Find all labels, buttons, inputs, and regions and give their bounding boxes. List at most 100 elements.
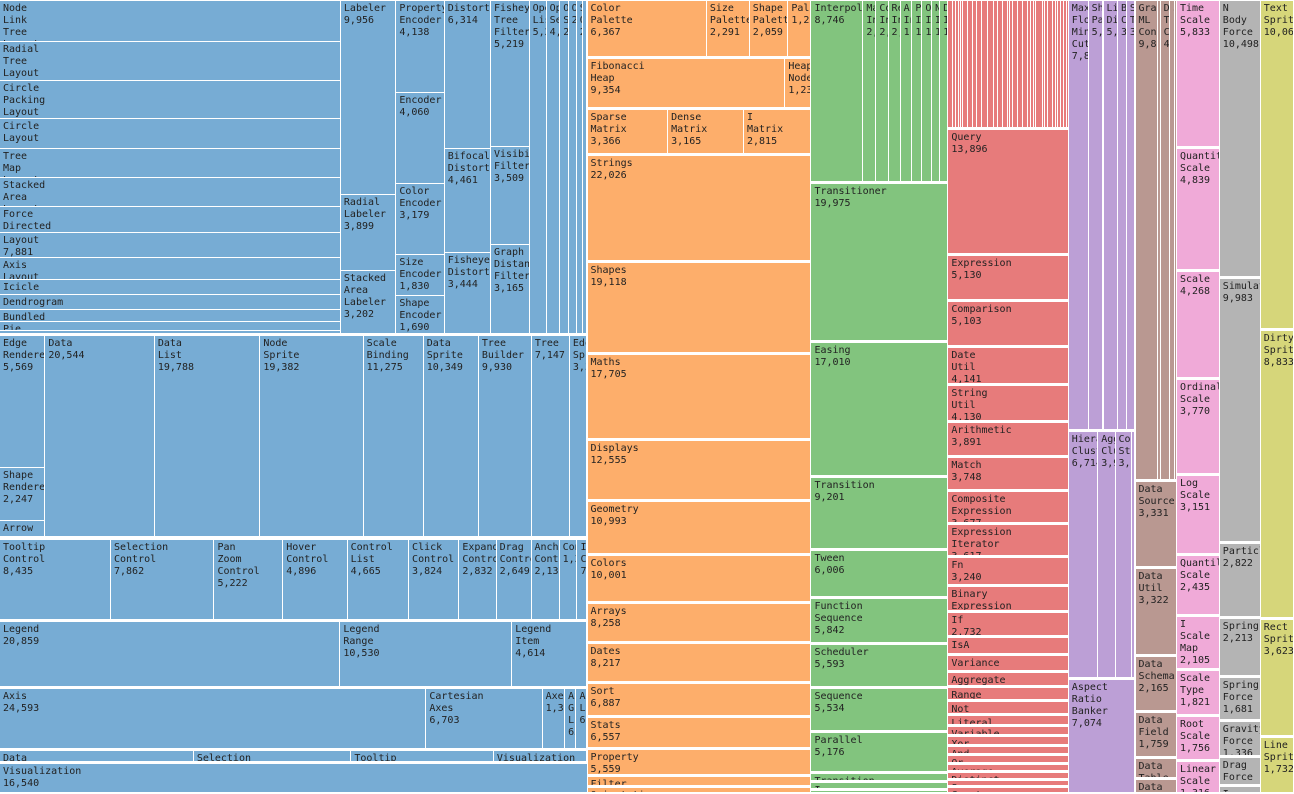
cell-value: 1,375	[940, 27, 947, 39]
treemap-cell: Filter2,324	[587, 776, 812, 786]
cell-value: 3,151	[1179, 501, 1211, 513]
cell-name: Gravity Force	[1222, 724, 1261, 748]
treemap-cell: Array Interpolator1,983	[900, 1, 913, 183]
cell-name: Size Encoder	[399, 256, 442, 280]
treemap-cell	[956, 1, 959, 129]
cell-value: 8,217	[590, 658, 621, 670]
cell-value: 3,202	[343, 309, 375, 321]
treemap-cell: Agglomerative Cluster3,938	[1098, 431, 1116, 678]
treemap-cell: Stats 6,557	[587, 717, 812, 748]
cell-name: Edge Sprite	[572, 337, 587, 361]
cell-name: Fibonacci Heap	[590, 60, 645, 84]
cell-name: I Scale Map	[1179, 619, 1211, 655]
cell-value: 22,026	[590, 169, 627, 181]
cell-name: I Schedulable	[811, 783, 947, 788]
treemap-cell: Ordinal Scale 3,770	[1176, 380, 1220, 474]
cell-value: 6,887	[590, 698, 621, 710]
cell-name: Text Sprite	[1263, 3, 1294, 26]
treemap-cell: Encoder 4,060	[396, 93, 445, 184]
cell-name: Circle Layout	[3, 120, 40, 144]
treemap-cell: Edge Renderer5,569	[0, 335, 46, 468]
treemap-cell: Expand Control2,832	[459, 539, 497, 621]
cell-name: Not	[951, 704, 970, 715]
treemap-cell: I Force	[1219, 786, 1261, 793]
cell-name: Sort	[590, 686, 615, 698]
treemap-cell	[1030, 1, 1034, 129]
treemap-cell: I Operator1,286	[583, 1, 588, 334]
treemap-cell: Force Directed Layout	[0, 206, 341, 234]
cell-name: Tween	[814, 552, 845, 564]
cell-name: Composite Expression	[951, 493, 1012, 517]
cell-value: 3,677	[948, 518, 1067, 522]
cell-name: Point Interpolator	[915, 3, 922, 26]
cell-value: 2,039	[948, 652, 1067, 653]
cell-value: 3,416	[1129, 27, 1136, 38]
treemap-cell: Dendrogram Layout	[0, 294, 341, 311]
cell-value: 19,382	[263, 361, 300, 373]
cell-name: Node Link Tree Layout	[3, 3, 39, 41]
treemap-cell: Pan Zoom Control 5,222	[214, 539, 284, 621]
cell-value: 2,732	[951, 627, 982, 636]
treemap-cell	[1066, 1, 1069, 129]
treemap-cell: Root Scale 1,756	[1176, 717, 1220, 760]
cell-name: Data Field	[1138, 715, 1169, 739]
cell-name: Array Interpolator	[903, 3, 912, 26]
treemap-cell: Arrow Type698	[0, 520, 46, 538]
cell-value: 2,105	[1179, 655, 1211, 667]
treemap-cell	[1048, 1, 1054, 129]
treemap-cell: Aspect Ratio Banker 7,074	[1068, 679, 1136, 793]
treemap-cell: Circle Packing Layout	[0, 80, 341, 119]
treemap-cell	[1058, 1, 1062, 129]
cell-name: Strings	[590, 157, 633, 169]
cell-name: Icicle Tree Layout	[3, 281, 40, 294]
cell-value: 5,222	[217, 577, 248, 589]
cell-name: Parallel	[814, 735, 863, 747]
treemap-cell: Dense Matrix 3,165	[668, 110, 744, 154]
cell-name: Delimited Text Converter	[1163, 3, 1170, 38]
treemap-cell: Data Schema 2,165	[1135, 656, 1177, 712]
treemap-cell: Fn 3,240	[948, 557, 1069, 585]
cell-value: 19,975	[814, 198, 851, 210]
treemap-cell: Sum791	[948, 780, 1069, 786]
treemap-cell	[1027, 1, 1031, 129]
treemap-cell: Axis Grid Line652	[565, 688, 577, 750]
cell-value: 2,247	[3, 493, 34, 505]
cell-name: Edge Renderer	[3, 337, 46, 361]
cell-value: 3,165	[671, 136, 702, 148]
cell-name: I Control	[580, 541, 587, 565]
cell-value: 8,746	[814, 15, 845, 26]
cell-value: 3,331	[1138, 508, 1169, 520]
cell-name: Distortion	[447, 3, 490, 14]
cell-name: Dendrogram Layout	[3, 296, 64, 309]
treemap-cell: I Schedulable	[811, 783, 949, 790]
treemap-cell: I Data Converter1,314	[1157, 1, 1161, 481]
treemap-cell: Easing 17,010	[811, 342, 949, 476]
cell-name: Node Sprite	[263, 337, 300, 361]
cell-name: Legend Range	[343, 624, 380, 648]
cell-name: Drag Force	[1222, 759, 1253, 783]
cell-value: 3,301	[572, 361, 587, 373]
cell-name: Axis Layout	[3, 260, 40, 280]
treemap-cell: Fisheye Distortion3,444	[444, 252, 491, 334]
cell-value: 3,165	[493, 283, 525, 295]
cell-name: String Util	[951, 387, 988, 411]
cell-value: 3,938	[1101, 457, 1114, 469]
cell-name: Random Layout	[0, 331, 340, 333]
treemap-cell: Axis 24,593	[0, 688, 427, 750]
cell-name: Radial Tree Layout	[3, 43, 40, 79]
cell-value: 10,530	[343, 648, 380, 660]
cell-name: Click Control	[412, 541, 455, 565]
cell-value: 2,023	[577, 27, 583, 39]
cell-value: 1,675	[915, 27, 922, 38]
treemap-cell: Sparse Matrix 3,366	[587, 110, 669, 154]
treemap-cell: Visualization 16,540	[0, 764, 588, 793]
cell-value: 1,316	[1177, 788, 1219, 792]
cell-name: Stats	[590, 719, 621, 731]
treemap-cell: I Control763	[577, 539, 588, 621]
cell-value: 1,876	[948, 670, 1067, 671]
treemap-cell: Control1,353	[559, 539, 578, 621]
cell-value: 1,286	[583, 27, 587, 39]
